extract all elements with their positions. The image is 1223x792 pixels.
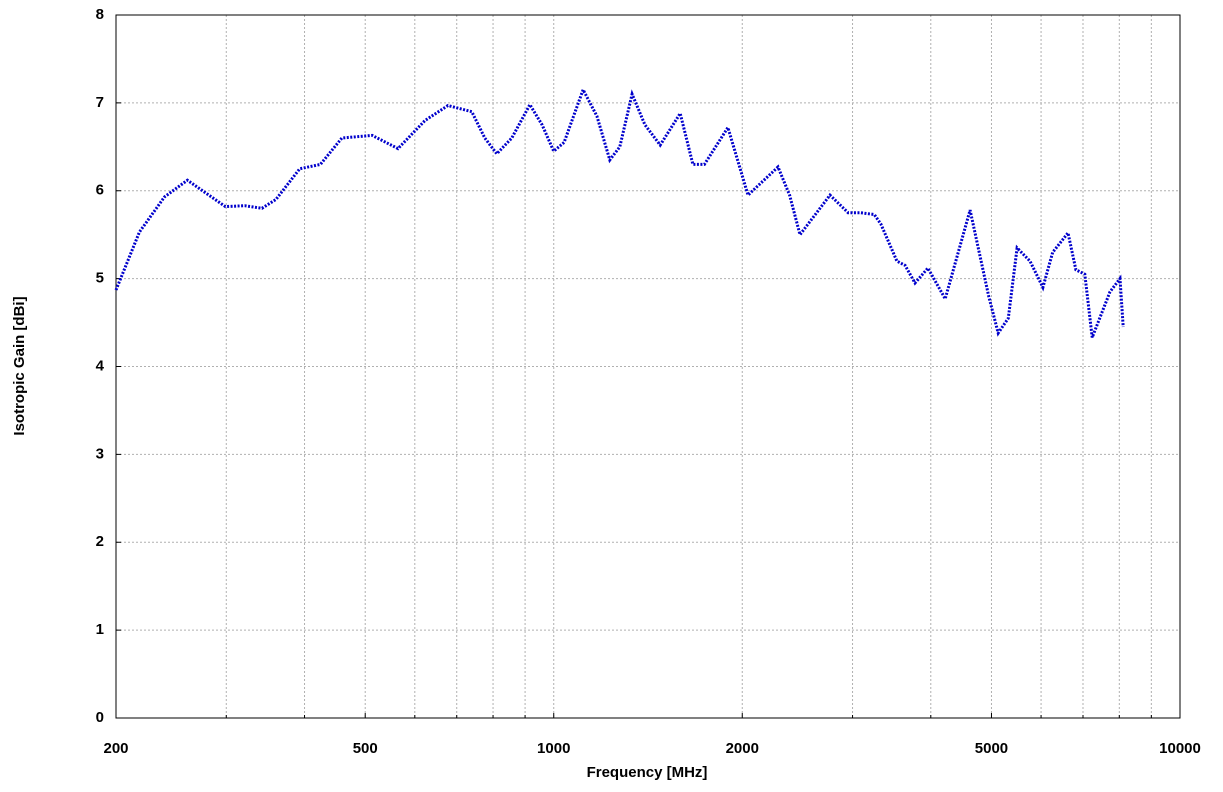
x-tick-label: 200 bbox=[103, 740, 128, 757]
y-axis-label: Isotropic Gain [dBi] bbox=[11, 296, 28, 435]
y-tick-label: 0 bbox=[96, 709, 104, 726]
x-tick-label: 500 bbox=[353, 740, 378, 757]
x-axis-label: Frequency [MHz] bbox=[587, 764, 708, 781]
y-tick-label: 7 bbox=[96, 94, 104, 111]
x-tick-label: 2000 bbox=[726, 740, 759, 757]
y-tick-label: 2 bbox=[96, 533, 104, 550]
y-tick-label: 8 bbox=[96, 6, 104, 23]
y-tick-label: 3 bbox=[96, 445, 104, 462]
data-line bbox=[114, 85, 1125, 339]
y-tick-label: 1 bbox=[96, 621, 104, 638]
y-tick-label: 4 bbox=[96, 357, 105, 374]
y-tick-label: 5 bbox=[96, 270, 104, 287]
x-tick-label: 5000 bbox=[975, 740, 1008, 757]
x-tick-label: 10000 bbox=[1159, 740, 1201, 757]
plot-frame bbox=[115, 14, 1181, 719]
x-tick-label: 1000 bbox=[537, 740, 570, 757]
y-tick-label: 6 bbox=[96, 182, 104, 199]
